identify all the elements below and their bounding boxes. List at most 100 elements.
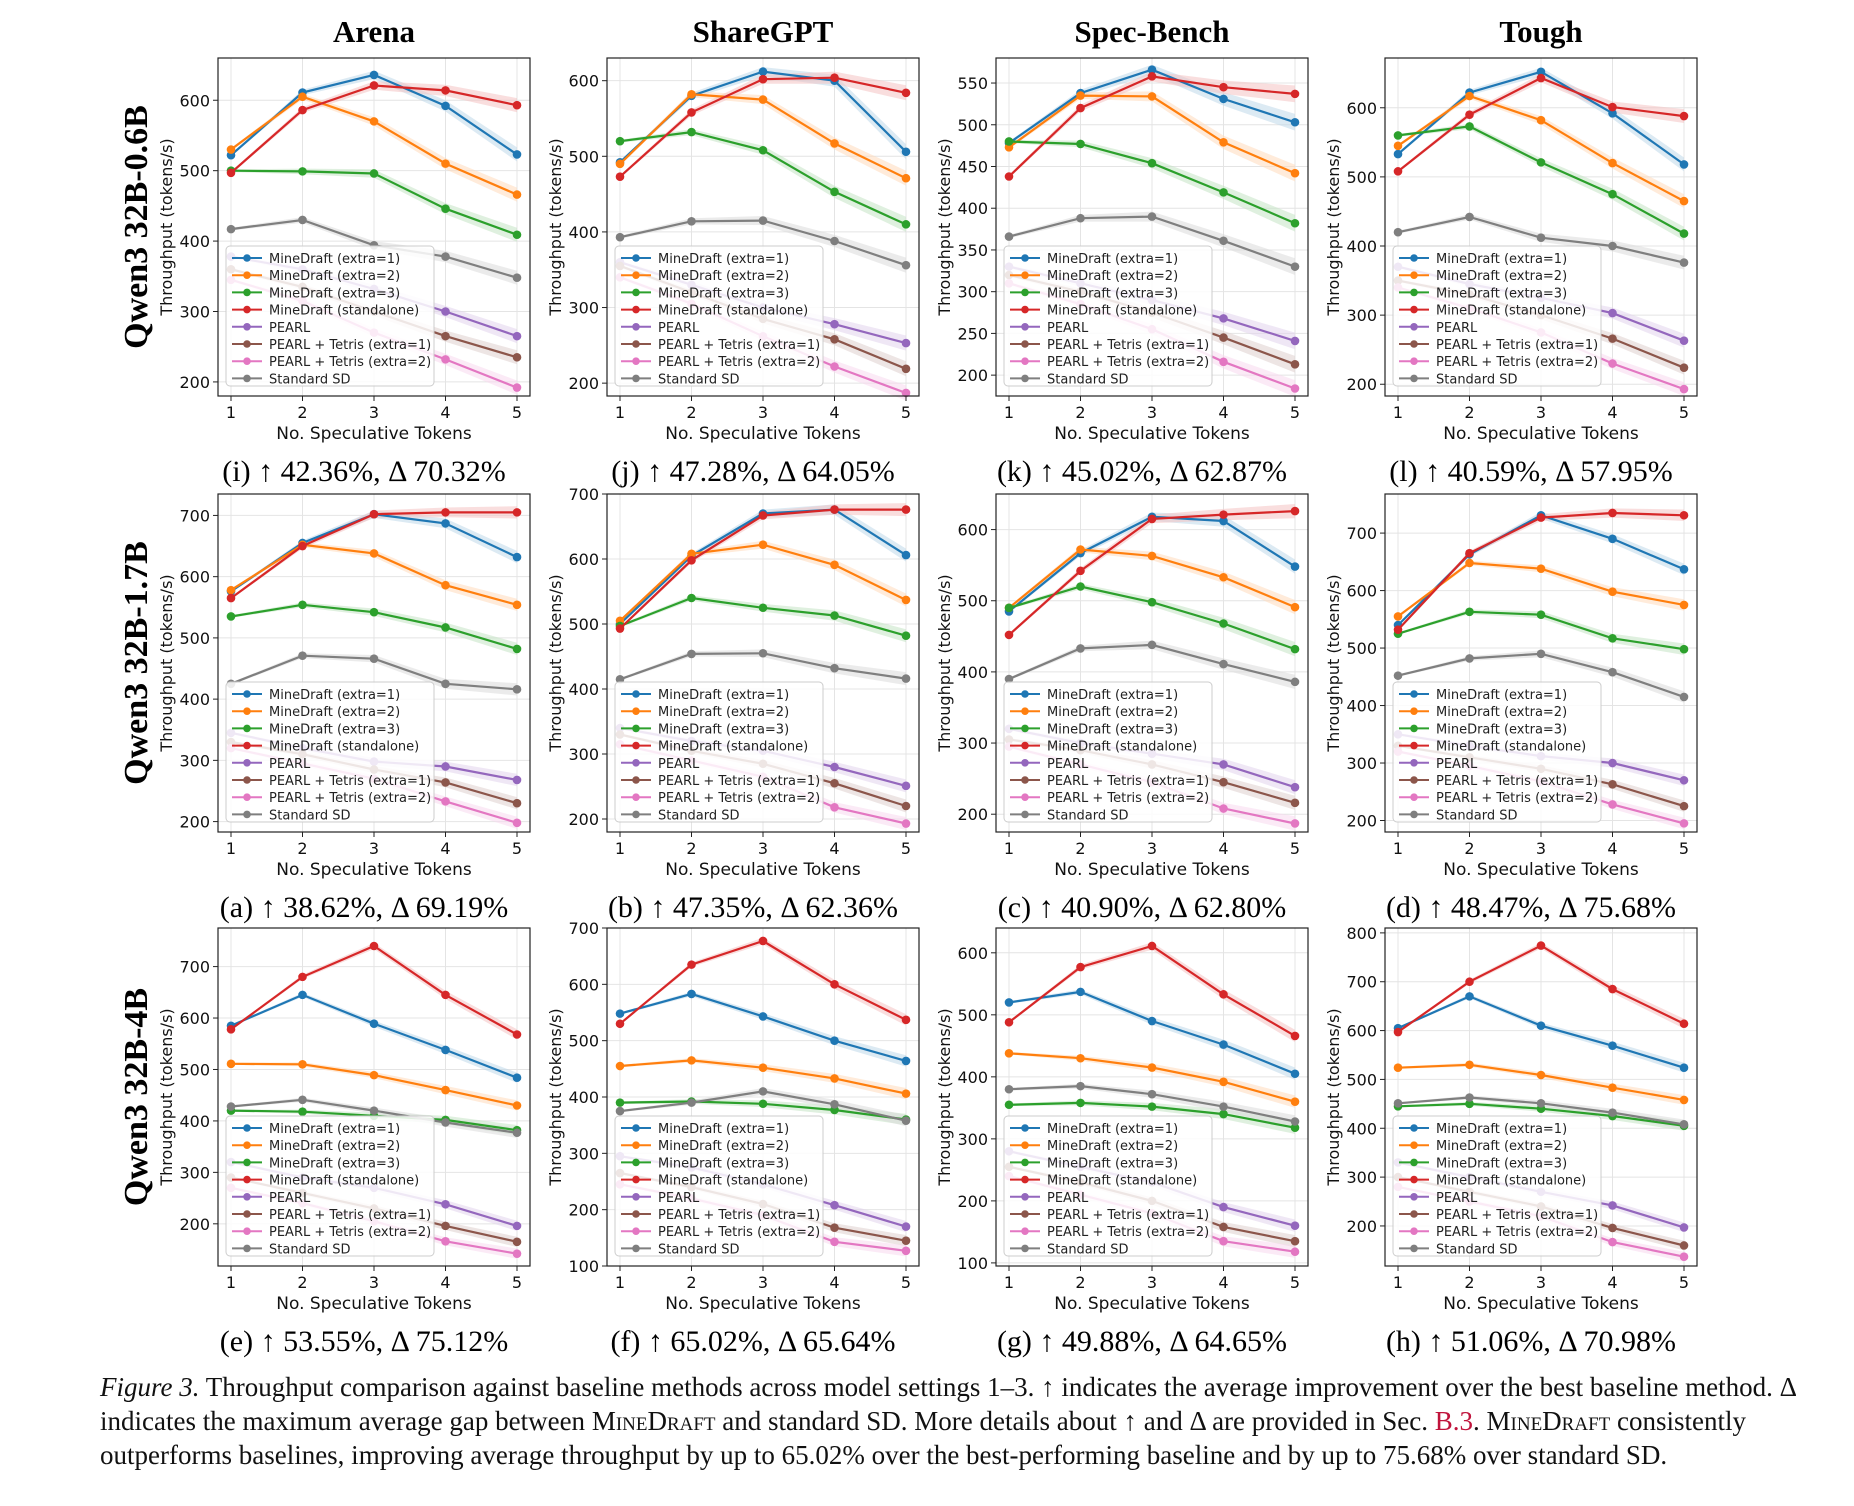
y-tick-label: 500 xyxy=(179,629,210,648)
y-tick-label: 600 xyxy=(179,1009,210,1028)
data-point xyxy=(1290,1221,1300,1230)
x-tick-label: 1 xyxy=(1004,1273,1014,1292)
legend-marker xyxy=(243,1158,251,1167)
data-point xyxy=(758,511,768,520)
chart-panel-0-0: MineDraft (extra=1) MineDraft (extra=2) Mi… xyxy=(157,57,531,444)
legend-marker xyxy=(243,340,251,348)
data-point xyxy=(830,362,839,371)
legend-box xyxy=(614,681,824,823)
data-point xyxy=(1004,1100,1014,1110)
legend-label: MineDraft (extra=3) xyxy=(1047,1156,1178,1171)
legend-marker xyxy=(1410,1175,1418,1184)
data-point xyxy=(298,1095,307,1105)
x-axis-label: No. Speculative Tokens xyxy=(1443,860,1639,880)
legend-marker xyxy=(1021,1158,1029,1167)
y-tick-label: 500 xyxy=(1346,1070,1377,1089)
legend-label: MineDraft (extra=1) xyxy=(1436,1122,1567,1137)
legend-label: Standard SD xyxy=(1436,372,1518,387)
data-point xyxy=(687,1098,696,1107)
y-tick-label: 600 xyxy=(568,72,599,91)
legend-label: PEARL xyxy=(1436,1191,1478,1206)
data-point xyxy=(1219,1102,1228,1111)
legend-label: MineDraft (extra=3) xyxy=(269,722,400,737)
x-tick-label: 2 xyxy=(297,403,307,422)
legend-label: MineDraft (extra=1) xyxy=(1436,252,1567,267)
data-point xyxy=(298,1107,307,1116)
x-tick-label: 1 xyxy=(1393,1273,1403,1292)
data-point xyxy=(512,552,522,562)
panel-caption-2-3: (h) ↑ 51.06%, Δ 70.98% xyxy=(1386,1325,1676,1358)
data-point xyxy=(901,674,911,683)
x-tick-label: 5 xyxy=(901,1273,911,1292)
data-point xyxy=(1076,566,1085,576)
data-point xyxy=(1290,336,1300,346)
data-point xyxy=(1465,1099,1474,1109)
x-axis-label: No. Speculative Tokens xyxy=(276,1294,472,1314)
data-point xyxy=(298,92,307,102)
data-point xyxy=(830,334,839,344)
data-point xyxy=(901,631,911,640)
data-point xyxy=(687,217,696,226)
data-point xyxy=(1608,667,1617,677)
x-tick-label: 5 xyxy=(1290,839,1300,858)
legend-marker xyxy=(632,1175,640,1184)
legend-marker xyxy=(243,1124,251,1132)
data-point xyxy=(901,1236,911,1245)
x-tick-label: 5 xyxy=(1679,839,1689,858)
figure-caption: Figure 3. Throughput comparison against … xyxy=(100,1370,1820,1472)
y-axis-label: Throughput (tokens/s) xyxy=(1324,138,1343,316)
data-point xyxy=(1290,1117,1300,1126)
data-point xyxy=(1679,363,1689,372)
panel-caption-1-1: (b) ↑ 47.35%, Δ 62.36% xyxy=(608,891,898,924)
x-tick-label: 3 xyxy=(369,403,379,422)
legend-box xyxy=(1392,245,1602,387)
caption-text-4: consistently outperforms baselines, impr… xyxy=(100,1406,1746,1470)
legend-marker xyxy=(1021,793,1029,801)
x-tick-label: 4 xyxy=(829,1273,839,1292)
legend-box xyxy=(1392,681,1602,823)
legend-label: Standard SD xyxy=(1436,808,1518,823)
data-point xyxy=(1393,671,1403,680)
data-point xyxy=(1679,196,1689,206)
data-point xyxy=(1290,218,1300,228)
y-tick-label: 700 xyxy=(179,506,210,525)
data-point xyxy=(1393,167,1403,176)
data-point xyxy=(1290,819,1300,828)
x-tick-label: 2 xyxy=(297,1273,307,1292)
data-point xyxy=(830,187,839,197)
data-point xyxy=(226,1025,236,1034)
legend-marker xyxy=(1021,1210,1029,1218)
legend-marker xyxy=(1410,1210,1418,1218)
data-point xyxy=(1393,1027,1403,1037)
chart-panel-2-1: MineDraft (extra=1) MineDraft (extra=2) Mi… xyxy=(546,919,920,1314)
legend-marker xyxy=(1410,1141,1418,1149)
data-point xyxy=(1536,158,1546,167)
data-point xyxy=(1465,110,1474,119)
data-point xyxy=(226,145,236,154)
data-point xyxy=(687,127,696,137)
data-point xyxy=(1679,692,1689,702)
y-tick-label: 500 xyxy=(179,1060,210,1079)
y-tick-label: 100 xyxy=(568,1257,599,1276)
legend-marker xyxy=(632,1141,640,1149)
data-point xyxy=(901,147,911,157)
legend-label: MineDraft (extra=3) xyxy=(1047,286,1178,301)
y-axis-label: Throughput (tokens/s) xyxy=(1324,574,1343,752)
panel-caption-2-1: (f) ↑ 65.02%, Δ 65.64% xyxy=(610,1325,895,1358)
legend-marker xyxy=(243,254,251,262)
legend-label: MineDraft (extra=2) xyxy=(658,269,789,284)
caption-section-link[interactable]: B.3 xyxy=(1434,1406,1474,1436)
data-point xyxy=(615,1009,625,1018)
data-point xyxy=(1290,384,1300,393)
data-point xyxy=(615,172,625,182)
y-tick-label: 400 xyxy=(1346,1119,1377,1138)
y-tick-label: 600 xyxy=(957,944,988,963)
legend-label: MineDraft (extra=1) xyxy=(1047,252,1178,267)
x-axis-label: No. Speculative Tokens xyxy=(1443,424,1639,444)
legend-marker xyxy=(1021,1124,1029,1132)
data-point xyxy=(441,252,450,261)
throughput-figure: Arena ShareGPT Spec-Bench Tough Qwen3 32B-0.… xyxy=(118,14,1698,1358)
y-tick-label: 300 xyxy=(568,1144,599,1163)
legend-label: MineDraft (extra=1) xyxy=(1047,1122,1178,1137)
x-tick-label: 2 xyxy=(1075,1273,1085,1292)
